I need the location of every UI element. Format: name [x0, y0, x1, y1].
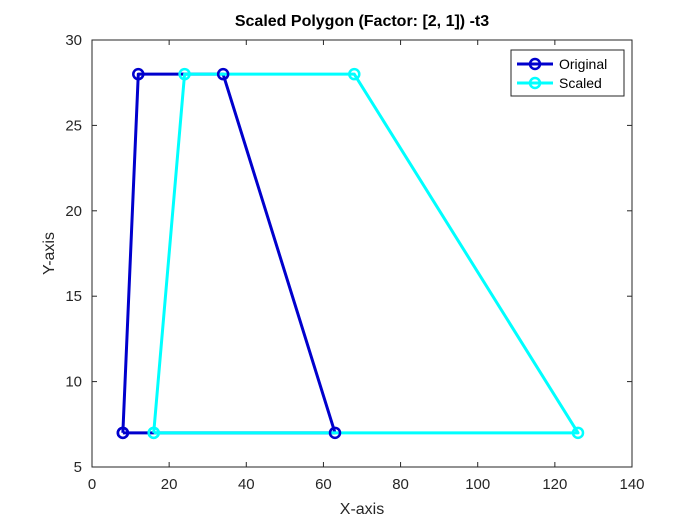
y-tick-label: 25: [65, 117, 82, 134]
data-point-original: [328, 426, 342, 440]
series-line-scaled: [152, 72, 580, 435]
legend-marker-original: [528, 57, 542, 71]
legend-box: [510, 49, 625, 97]
x-ticks: 0 20 40 60 80 100 120 140: [88, 40, 645, 493]
x-tick-label: 140: [619, 476, 644, 493]
y-tick-label: 30: [65, 32, 82, 49]
legend-label-original: Original: [559, 56, 607, 72]
x-tick-label: 40: [238, 476, 255, 493]
x-tick-label: 100: [465, 476, 490, 493]
legend: Original Scaled: [510, 49, 625, 97]
data-point-original: [216, 67, 230, 81]
data-point-scaled: [147, 426, 160, 440]
data-point-original: [132, 67, 145, 81]
y-ticks: 5 10 15 20 25 30: [65, 32, 632, 476]
chart-title: Scaled Polygon (Factor: [2, 1]) -t3: [235, 13, 489, 30]
plot-background: [92, 40, 632, 467]
axes-box: [91, 39, 633, 468]
x-tick-label: 80: [392, 476, 409, 493]
data-point-original: [116, 426, 130, 440]
data-point-scaled: [571, 426, 585, 440]
y-tick-label: 10: [65, 374, 82, 391]
legend-marker-scaled: [528, 76, 542, 90]
legend-label-scaled: Scaled: [559, 75, 602, 91]
y-tick-label: 5: [74, 459, 82, 476]
plot-area: 0 20 40 60 80 100 120 140 5 10 15 20 25 30: [65, 32, 644, 493]
data-point-scaled: [178, 67, 191, 81]
x-axis-label: X-axis: [340, 501, 384, 518]
x-tick-label: 60: [315, 476, 332, 493]
y-tick-label: 15: [65, 288, 82, 305]
x-tick-label: 20: [161, 476, 178, 493]
y-axis-label: Y-axis: [41, 232, 58, 275]
data-point-scaled: [348, 67, 361, 81]
x-tick-label: 0: [88, 476, 96, 493]
series-layer: [116, 67, 585, 440]
x-tick-label: 120: [542, 476, 567, 493]
y-tick-label: 20: [65, 203, 82, 220]
